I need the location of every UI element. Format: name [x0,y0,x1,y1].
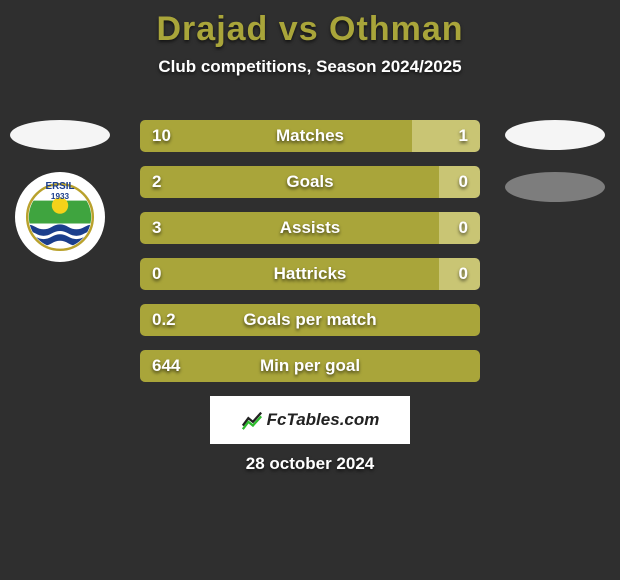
comparison-infographic: Drajad vs Othman Club competitions, Seas… [0,0,620,580]
stat-bar-p1-segment: 0 [140,258,439,290]
fctables-watermark: FcTables.com [210,396,410,444]
stat-bar-p1-value: 3 [152,218,161,238]
right-player-column [500,120,610,224]
stat-bar-p2-value: 0 [459,172,468,192]
stat-bar-p1-value: 644 [152,356,180,376]
page-title: Drajad vs Othman [0,0,620,49]
club-badge-icon: ERSIL 1933 [19,176,101,258]
vs-label: vs [279,10,329,48]
stat-bar: 00Hattricks [140,258,480,290]
player2-placeholder-icon [505,172,605,202]
player1-club-logo: ERSIL 1933 [15,172,105,262]
stat-bar-p2-value: 0 [459,264,468,284]
stat-bar-p2-segment: 1 [412,120,480,152]
stat-bar-p1-segment: 10 [140,120,412,152]
stat-bar-p2-value: 1 [459,126,468,146]
stat-bar-p2-segment: 0 [439,166,480,198]
stat-bar: 101Matches [140,120,480,152]
stat-bar: 0.2Goals per match [140,304,480,336]
stat-bar-p1-value: 2 [152,172,161,192]
stat-bars: 101Matches20Goals30Assists00Hattricks0.2… [140,120,480,396]
stat-bar: 20Goals [140,166,480,198]
stat-bar-p1-value: 0.2 [152,310,176,330]
fctables-text: FcTables.com [267,410,380,430]
stat-bar-p1-segment: 644 [140,350,480,382]
stat-bar-p2-segment: 0 [439,258,480,290]
club-logo-year: 1933 [51,192,70,201]
player1-ellipse-icon [10,120,110,150]
stat-bar-p1-segment: 2 [140,166,439,198]
stat-bar-p1-value: 10 [152,126,171,146]
player1-name: Drajad [157,10,269,48]
left-player-column: ERSIL 1933 [5,120,115,262]
snapshot-date: 28 october 2024 [0,454,620,474]
subtitle: Club competitions, Season 2024/2025 [0,57,620,77]
stat-bar-p2-segment: 0 [439,212,480,244]
stat-bar-p1-segment: 0.2 [140,304,480,336]
stat-bar-p1-value: 0 [152,264,161,284]
player2-name: Othman [329,10,463,48]
stat-bar: 30Assists [140,212,480,244]
player2-ellipse-icon [505,120,605,150]
stat-bar: 644Min per goal [140,350,480,382]
club-logo-name: ERSIL [46,181,75,192]
fctables-logo-icon [241,409,263,431]
stat-bar-p1-segment: 3 [140,212,439,244]
stat-bar-p2-value: 0 [459,218,468,238]
